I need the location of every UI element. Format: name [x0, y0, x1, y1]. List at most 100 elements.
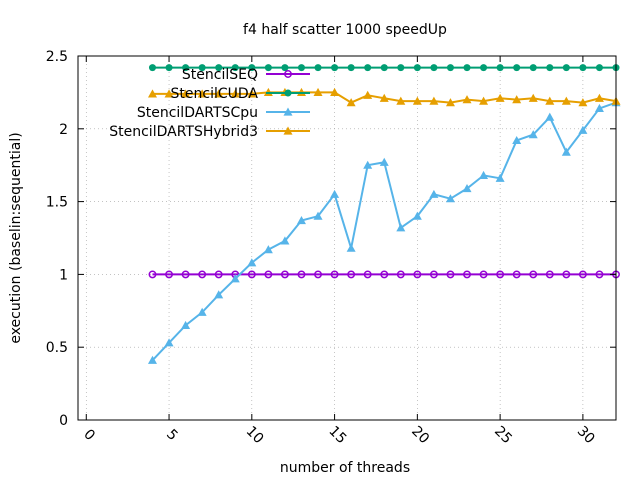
y-tick-label: 0.5 — [46, 340, 68, 356]
data-point — [380, 64, 388, 72]
x-tick-label: 0 — [80, 426, 98, 444]
data-point — [462, 183, 472, 193]
data-point — [198, 270, 207, 279]
data-point — [561, 147, 571, 156]
data-point — [413, 270, 422, 279]
data-point — [479, 270, 488, 279]
plot-frame — [77, 55, 617, 421]
data-point — [198, 64, 206, 72]
data-point — [578, 125, 588, 134]
data-point — [545, 112, 555, 121]
data-point — [380, 270, 389, 279]
data-point — [480, 64, 488, 72]
data-point — [561, 96, 571, 105]
x-tick-label: 25 — [491, 423, 515, 447]
data-point — [463, 270, 471, 279]
data-point — [529, 64, 537, 72]
data-point — [445, 194, 455, 203]
data-point — [314, 64, 322, 72]
data-point — [297, 270, 306, 279]
data-point — [363, 90, 373, 99]
data-point — [496, 64, 504, 72]
data-point — [429, 189, 439, 198]
data-point — [264, 270, 273, 279]
data-point — [230, 274, 240, 283]
data-point — [197, 307, 207, 316]
data-point — [479, 96, 489, 105]
data-point — [578, 270, 587, 279]
data-point — [545, 270, 554, 279]
data-point — [379, 93, 389, 102]
data-point — [197, 89, 207, 98]
data-point — [330, 189, 340, 198]
data-point — [347, 270, 356, 279]
data-point — [396, 223, 406, 232]
legend-marker — [283, 107, 293, 116]
x-axis-label: number of threads — [280, 460, 410, 476]
y-tick-label: 0 — [59, 413, 68, 429]
data-point — [247, 258, 257, 267]
y-tick-label: 1 — [59, 267, 68, 283]
legend-marker — [283, 126, 293, 135]
data-point — [147, 89, 157, 98]
data-point — [496, 270, 505, 279]
data-point — [579, 64, 587, 72]
data-point — [230, 89, 240, 98]
data-point — [595, 64, 603, 72]
data-point — [546, 64, 554, 72]
data-point — [330, 270, 339, 279]
x-tick-label: 10 — [243, 423, 267, 447]
data-point — [264, 64, 272, 72]
data-point — [495, 173, 505, 182]
data-point — [397, 64, 405, 72]
data-point — [148, 64, 156, 72]
data-point — [281, 64, 289, 72]
data-point — [512, 135, 522, 145]
data-point — [346, 243, 356, 252]
x-tick-label: 15 — [325, 423, 349, 447]
data-point — [148, 270, 157, 279]
data-point — [363, 270, 372, 279]
data-point — [446, 270, 455, 279]
data-point — [445, 98, 455, 107]
series-StencilSEQ — [148, 270, 620, 279]
data-point — [164, 338, 174, 347]
data-point — [263, 245, 273, 254]
y-tick-label: 1.5 — [46, 195, 68, 211]
data-point — [363, 160, 373, 169]
legend-marker — [284, 89, 292, 97]
data-point — [331, 64, 339, 72]
data-point — [396, 270, 405, 279]
x-tick-label: 20 — [408, 423, 432, 447]
data-point — [181, 320, 191, 329]
data-point — [562, 64, 570, 72]
data-point — [595, 270, 604, 279]
data-point — [313, 211, 323, 220]
data-point — [165, 64, 173, 72]
axis-ticks: 0 0.5 1 1.5 2 2.5 0 5 10 15 20 25 30 — [46, 49, 616, 447]
y-axis-label: execution (baselin:sequential) — [8, 132, 24, 343]
data-point — [147, 355, 157, 364]
data-point — [214, 270, 223, 279]
data-point — [330, 87, 340, 96]
x-tick-label: 30 — [574, 423, 598, 447]
legend-marker — [284, 70, 292, 78]
data-point — [562, 270, 571, 279]
data-point — [529, 270, 538, 279]
legend-label: StencilCUDA — [171, 86, 259, 102]
data-point — [313, 87, 323, 96]
data-point — [296, 216, 306, 225]
data-point — [429, 270, 438, 279]
data-point — [412, 96, 422, 105]
data-point — [181, 89, 191, 98]
data-point — [512, 95, 522, 104]
data-point — [297, 64, 305, 72]
data-point — [429, 96, 439, 105]
chart-title: f4 half scatter 1000 speedUp — [243, 22, 447, 38]
data-point — [594, 103, 604, 113]
data-point — [430, 64, 438, 72]
data-point — [214, 290, 224, 299]
data-point — [164, 89, 174, 98]
legend-label: StencilSEQ — [182, 67, 258, 83]
series-StencilCUDA — [148, 64, 620, 72]
